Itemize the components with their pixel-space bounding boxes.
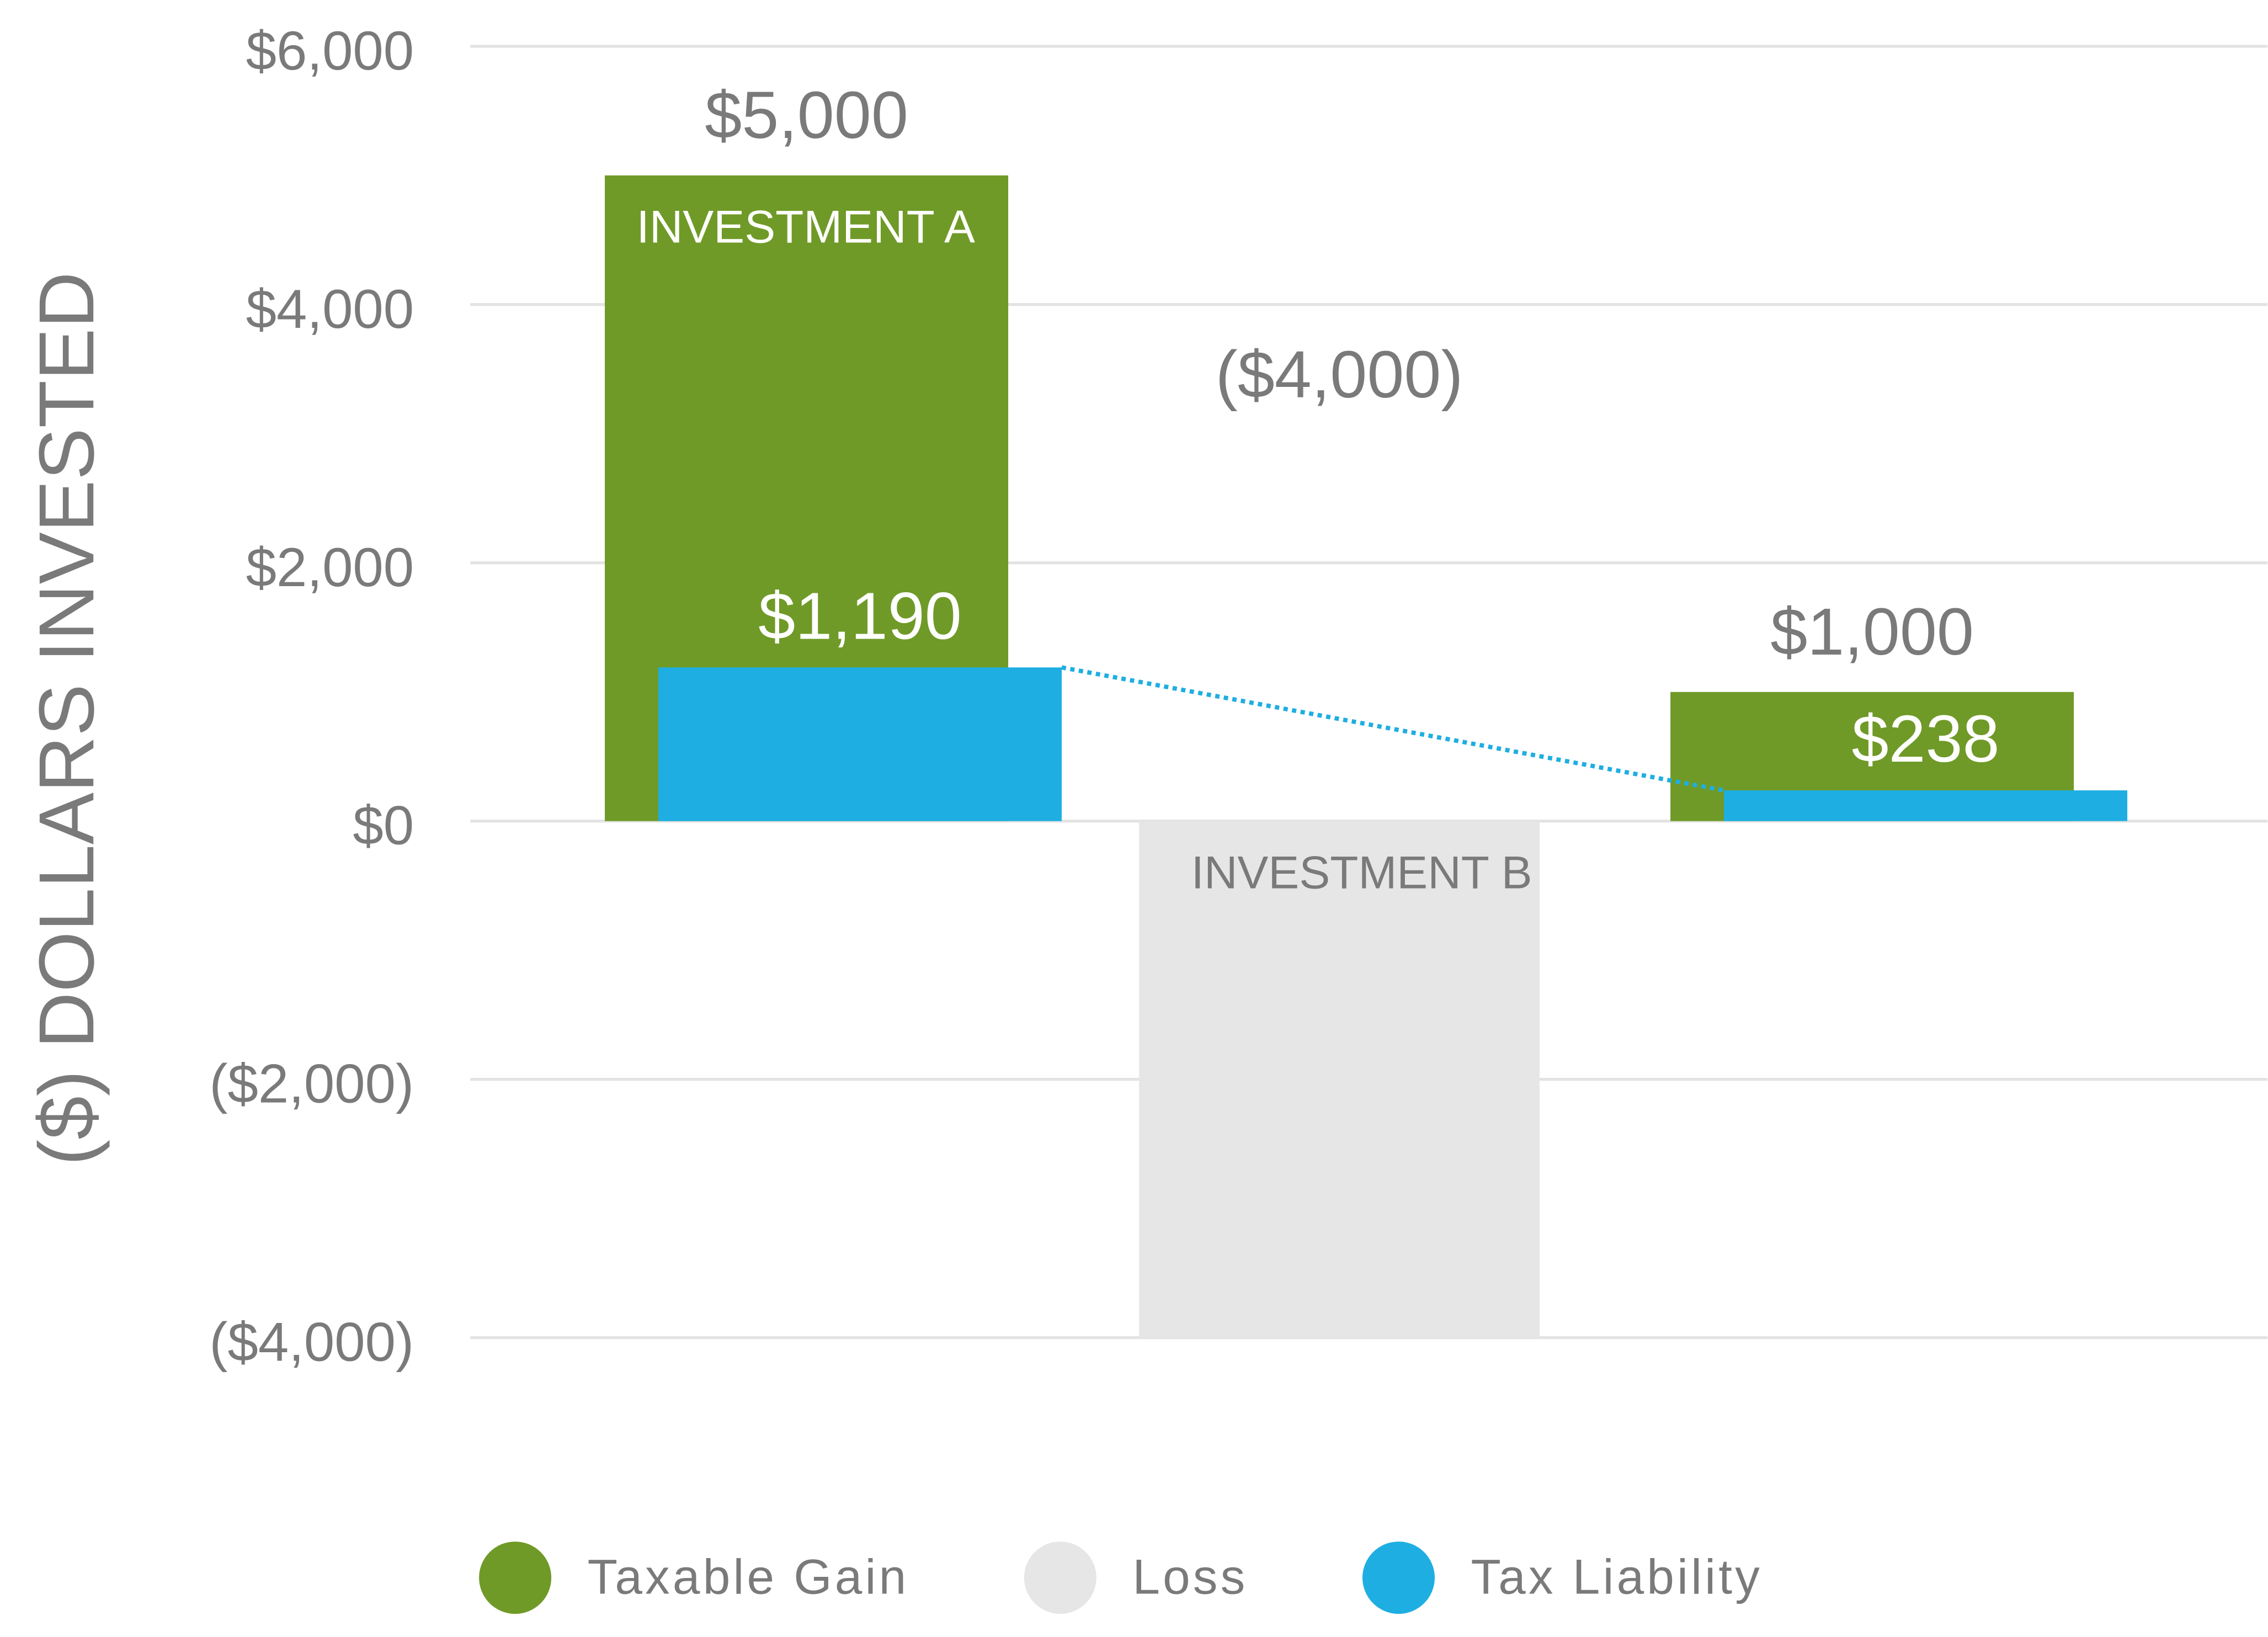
legend-label: Tax Liability	[1471, 1549, 1763, 1604]
y-tick-label: $4,000	[246, 279, 414, 340]
legend-swatch	[1024, 1542, 1096, 1614]
value-label: ($4,000)	[1216, 337, 1463, 412]
y-axis-label: ($) DOLLARS INVESTED	[23, 272, 110, 1165]
bar	[658, 667, 1062, 821]
category-label: INVESTMENT B	[1191, 846, 1532, 898]
bar	[1139, 821, 1540, 1338]
value-label: $238	[1851, 701, 1999, 776]
y-tick-label: ($4,000)	[209, 1312, 414, 1373]
legend-swatch	[1362, 1542, 1435, 1614]
connector	[1061, 665, 1724, 793]
legend-swatch	[479, 1542, 552, 1614]
category-label: INVESTMENT A	[637, 201, 975, 253]
value-label: $5,000	[705, 78, 908, 152]
y-tick-label: $6,000	[246, 20, 414, 82]
legend-label: Taxable Gain	[588, 1549, 909, 1604]
y-tick-label: ($2,000)	[209, 1054, 414, 1115]
legend-label: Loss	[1132, 1549, 1248, 1604]
value-label: $1,000	[1770, 594, 1974, 669]
bar	[1724, 790, 2128, 821]
y-tick-label: $2,000	[246, 537, 414, 598]
y-tick-label: $0	[353, 795, 414, 857]
value-label: $1,190	[758, 578, 962, 653]
